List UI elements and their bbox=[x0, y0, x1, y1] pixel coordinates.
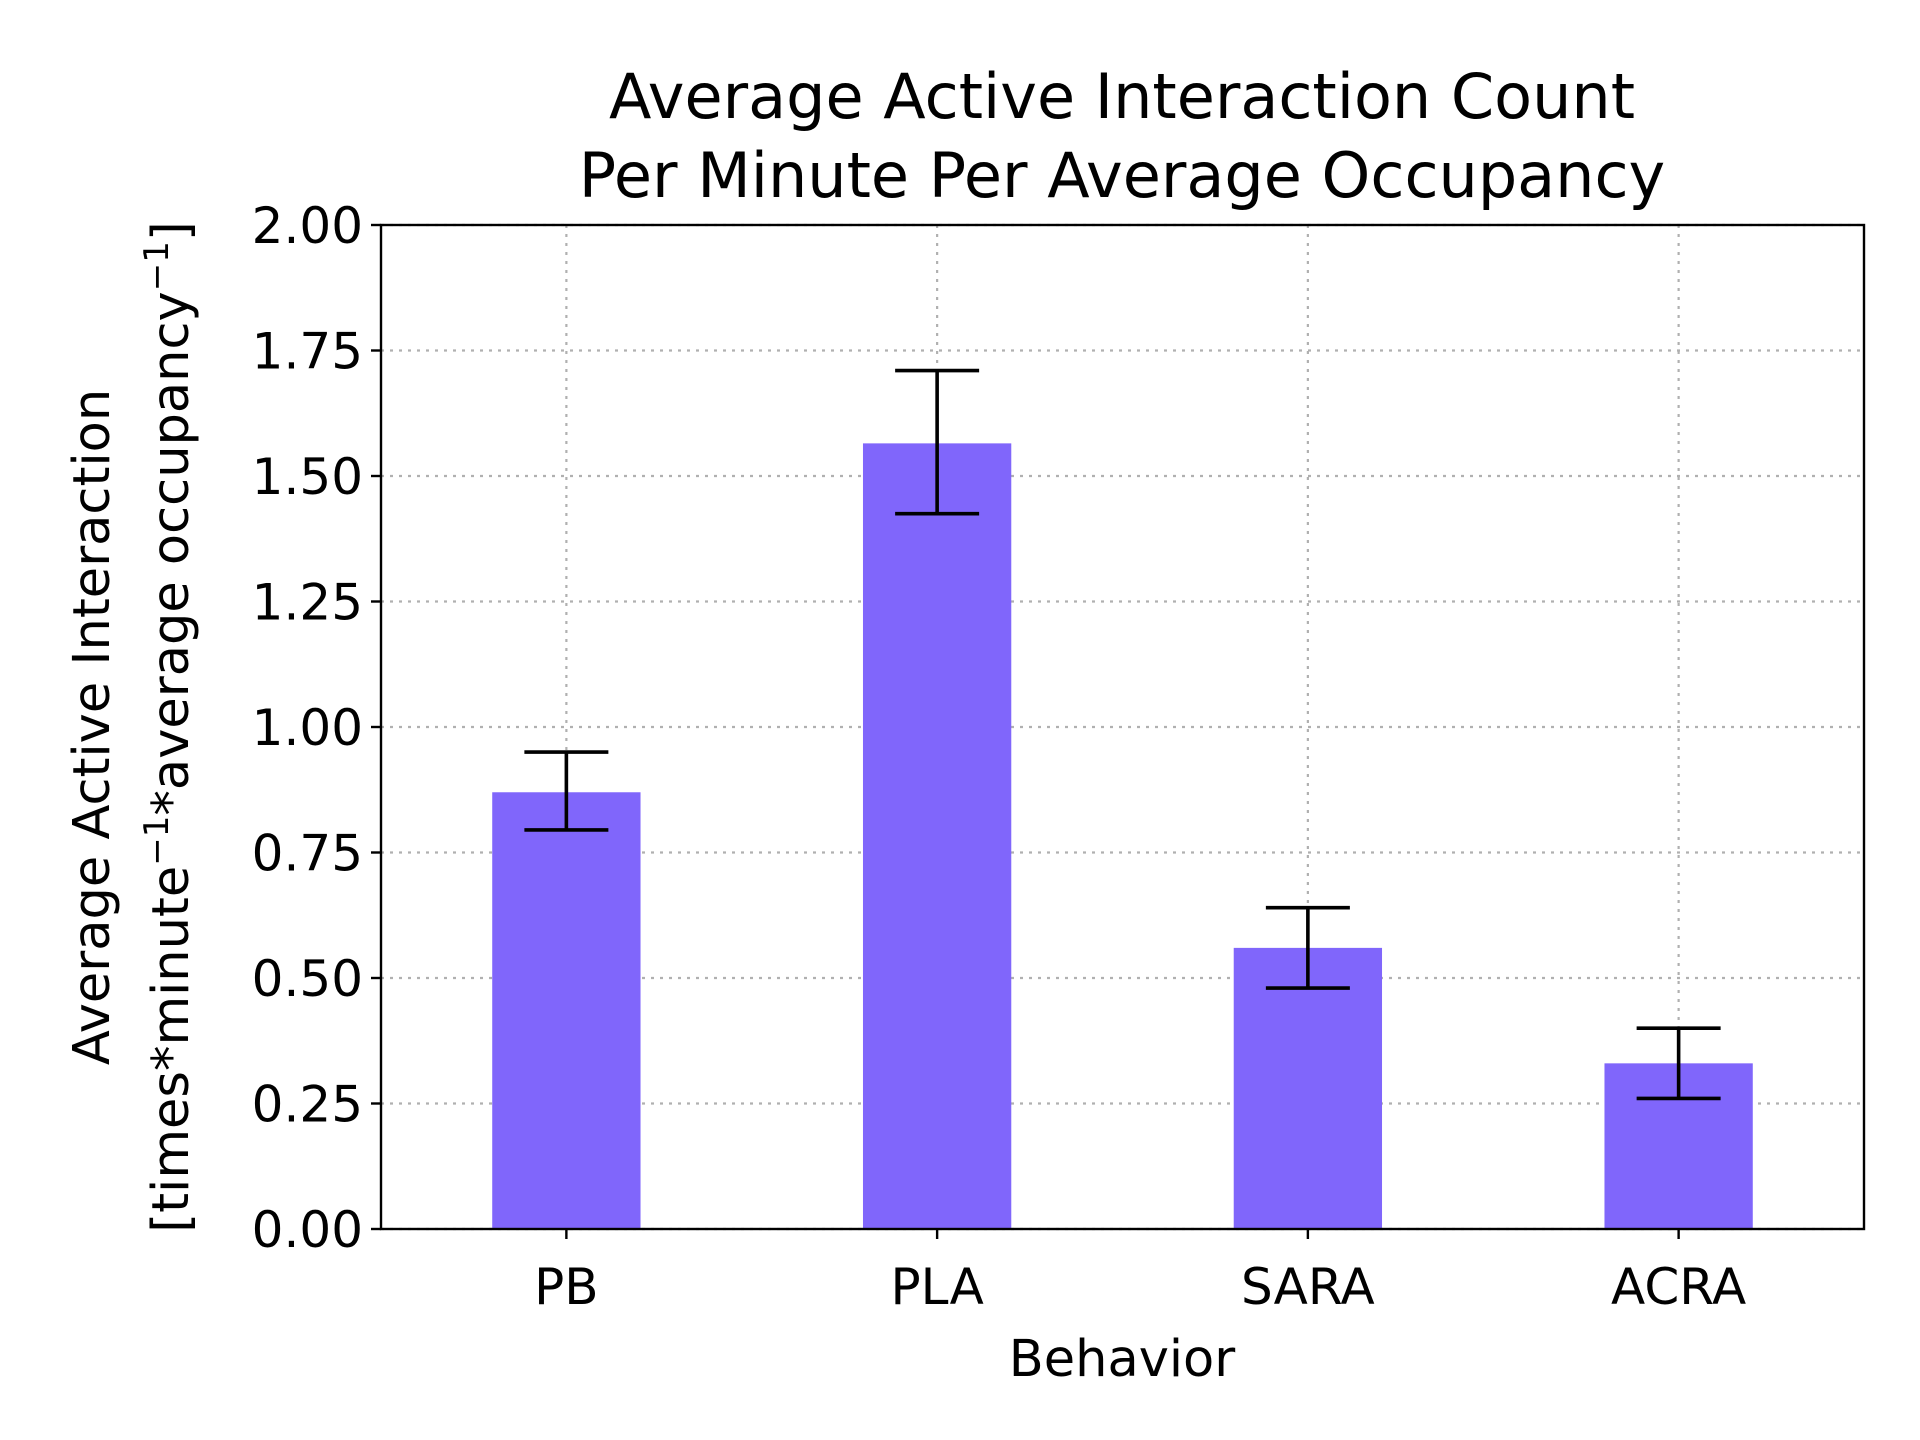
x-axis-label: Behavior bbox=[1009, 1330, 1235, 1389]
y-tick-label: 0.25 bbox=[252, 1076, 363, 1134]
x-axis-ticks: PB PLA SARA ACRA bbox=[534, 1229, 1746, 1316]
bar-layer bbox=[492, 443, 1753, 1229]
y-axis-label-sup-1: −1 bbox=[137, 816, 177, 866]
y-tick-label: 0.00 bbox=[252, 1201, 363, 1259]
y-tick-label: 0.50 bbox=[252, 950, 363, 1008]
y-tick-label: 1.00 bbox=[252, 699, 363, 757]
y-axis-label-part-3: ] bbox=[142, 221, 201, 241]
bar bbox=[1233, 947, 1383, 1229]
y-axis-ticks: 0.00 0.25 0.50 0.75 1.00 1.25 1.50 1.75 2.00 bbox=[252, 197, 381, 1259]
y-axis-label-part-2: *average occupancy bbox=[142, 291, 201, 815]
y-axis-label-part-1: [times*minute bbox=[142, 866, 201, 1233]
y-tick-label: 2.00 bbox=[252, 197, 363, 255]
x-tick-label: SARA bbox=[1241, 1258, 1375, 1316]
y-tick-label: 1.75 bbox=[252, 323, 363, 381]
chart-title-line-2: Per Minute Per Average Occupancy bbox=[579, 139, 1666, 212]
y-axis-label-sup-2: −1 bbox=[137, 241, 177, 291]
chart-title-line-1: Average Active Interaction Count bbox=[609, 60, 1635, 133]
x-tick-label: PB bbox=[534, 1258, 598, 1316]
x-tick-label: PLA bbox=[890, 1258, 983, 1316]
y-tick-label: 1.25 bbox=[252, 574, 363, 632]
y-tick-label: 1.50 bbox=[252, 448, 363, 506]
bar bbox=[862, 443, 1012, 1229]
y-tick-label: 0.75 bbox=[252, 825, 363, 883]
bar bbox=[492, 792, 641, 1229]
y-axis-label-line-1: Average Active Interaction bbox=[63, 389, 122, 1065]
y-axis-label-line-2: [times*minute−1*average occupancy−1] bbox=[137, 221, 201, 1233]
error-layer bbox=[524, 368, 1721, 1101]
x-tick-label: ACRA bbox=[1611, 1258, 1746, 1316]
